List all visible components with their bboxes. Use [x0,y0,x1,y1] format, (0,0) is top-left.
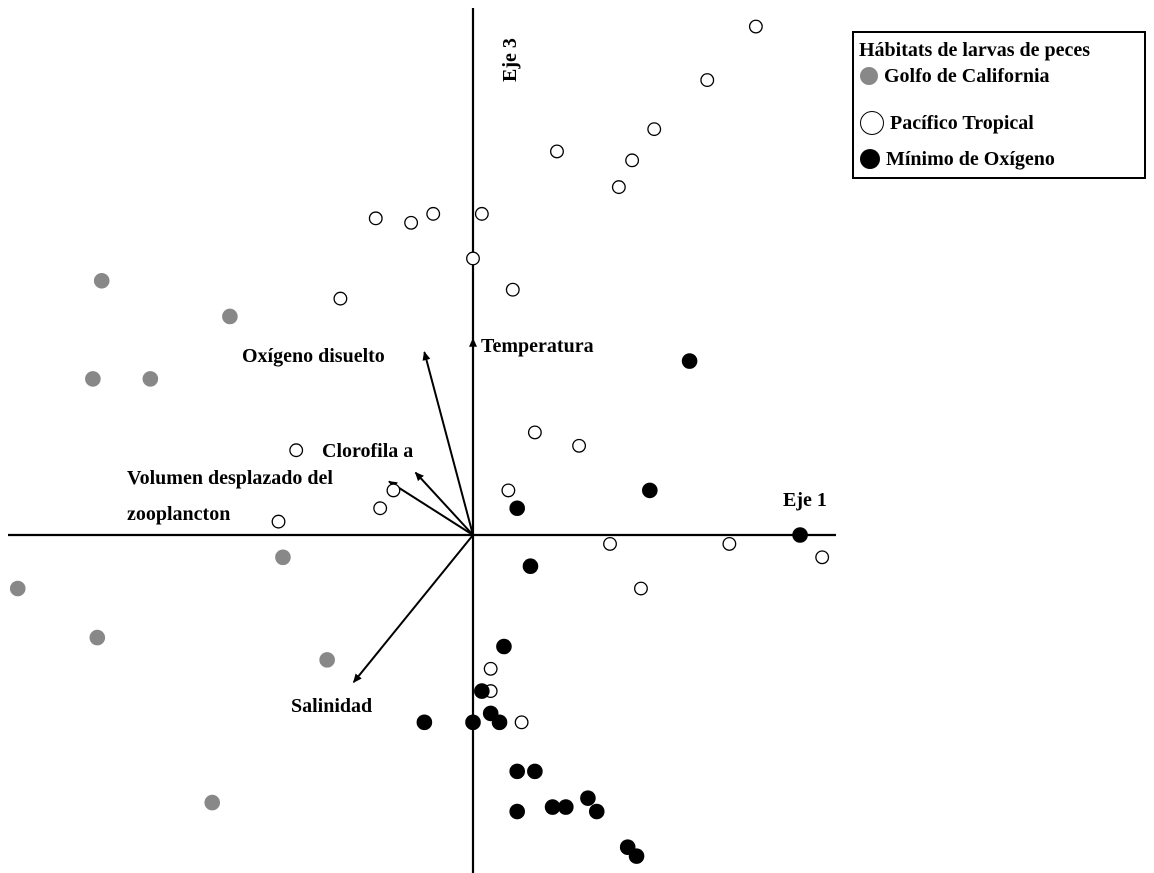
points [9,19,830,864]
point-pacifico-tropical-23 [634,581,648,596]
vector-label-temperatura: Temperatura [481,335,594,357]
x-axis-label: Eje 1 [783,489,827,511]
point-minimo-de-oxigeno-9 [465,714,481,731]
vector-label-zooplancton-line1: Volumen desplazado del [127,467,333,489]
point-golfo-de-california-7 [319,652,335,668]
point-pacifico-tropical-8 [368,211,383,226]
point-pacifico-tropical-17 [386,483,401,498]
point-minimo-de-oxigeno-17 [509,803,525,820]
point-pacifico-tropical-21 [722,536,737,551]
legend-item-pacifico: Pacífico Tropical [860,110,1034,136]
vector-arrow-3 [388,480,474,536]
point-minimo-de-oxigeno-13 [580,790,596,806]
legend-label-pacifico: Pacífico Tropical [890,111,1034,134]
point-minimo-de-oxigeno-5 [496,638,512,655]
legend-label-golfo: Golfo de California [884,64,1050,87]
open-circle-icon [860,111,884,135]
point-pacifico-tropical-9 [474,206,489,221]
point-golfo-de-california-5 [9,580,26,597]
point-pacifico-tropical-19 [271,514,286,529]
point-pacifico-tropical-26 [514,715,529,730]
point-pacifico-tropical-15 [289,443,304,458]
point-pacifico-tropical-4 [625,153,640,168]
black-circle-icon [860,149,880,169]
vector-label-zooplancton-line2: zooplancton [127,503,230,525]
point-minimo-de-oxigeno-1 [642,482,658,499]
point-golfo-de-california-0 [93,272,110,289]
vectors [352,337,477,683]
vector-label-salinidad: Salinidad [291,695,372,717]
point-pacifico-tropical-13 [527,425,542,440]
point-pacifico-tropical-12 [333,291,348,306]
point-minimo-de-oxigeno-8 [416,714,433,731]
vector-arrow-4 [352,534,474,683]
legend-label-minimo: Mínimo de Oxígeno [886,147,1055,170]
point-golfo-de-california-2 [85,371,101,387]
vector-arrow-1 [422,351,474,536]
point-minimo-de-oxigeno-16 [588,803,605,820]
point-golfo-de-california-1 [222,308,238,325]
point-pacifico-tropical-24 [483,661,498,676]
point-minimo-de-oxigeno-4 [522,558,539,575]
point-golfo-de-california-8 [204,794,221,811]
point-pacifico-tropical-6 [426,206,441,221]
point-minimo-de-oxigeno-14 [544,799,561,815]
legend-title: Hábitats de larvas de peces [859,39,1091,61]
point-minimo-de-oxigeno-15 [558,799,574,815]
point-minimo-de-oxigeno-2 [509,500,525,517]
vector-label-oxigeno: Oxígeno disuelto [242,345,385,367]
vector-arrow-2 [414,471,474,536]
point-pacifico-tropical-1 [700,73,715,88]
point-pacifico-tropical-11 [505,282,520,297]
point-minimo-de-oxigeno-19 [628,848,645,864]
point-minimo-de-oxigeno-11 [509,763,525,780]
point-pacifico-tropical-16 [501,483,516,498]
point-minimo-de-oxigeno-6 [474,683,490,699]
vector-label-clorofila: Clorofila a [322,440,413,462]
legend-item-minimo: Mínimo de Oxígeno [860,146,1055,172]
point-golfo-de-california-6 [89,629,106,646]
point-pacifico-tropical-0 [748,19,763,34]
point-pacifico-tropical-14 [572,438,587,453]
point-pacifico-tropical-5 [611,180,626,195]
point-pacifico-tropical-2 [647,122,662,137]
gray-circle-icon [860,67,878,85]
y-axis-label: Eje 3 [499,38,521,82]
point-pacifico-tropical-18 [373,501,388,516]
point-minimo-de-oxigeno-12 [527,763,543,780]
point-pacifico-tropical-3 [550,144,564,159]
point-pacifico-tropical-10 [466,251,480,266]
point-pacifico-tropical-20 [603,536,617,551]
point-minimo-de-oxigeno-10 [491,714,508,731]
point-minimo-de-oxigeno-3 [792,527,808,543]
point-golfo-de-california-4 [275,549,291,566]
axes [8,8,836,873]
point-pacifico-tropical-22 [815,550,830,565]
point-golfo-de-california-3 [142,371,159,387]
legend-item-golfo: Golfo de California [860,63,1050,89]
point-pacifico-tropical-7 [404,215,419,230]
legend: Hábitats de larvas de peces Golfo de Cal… [852,31,1146,179]
point-minimo-de-oxigeno-0 [681,353,698,369]
